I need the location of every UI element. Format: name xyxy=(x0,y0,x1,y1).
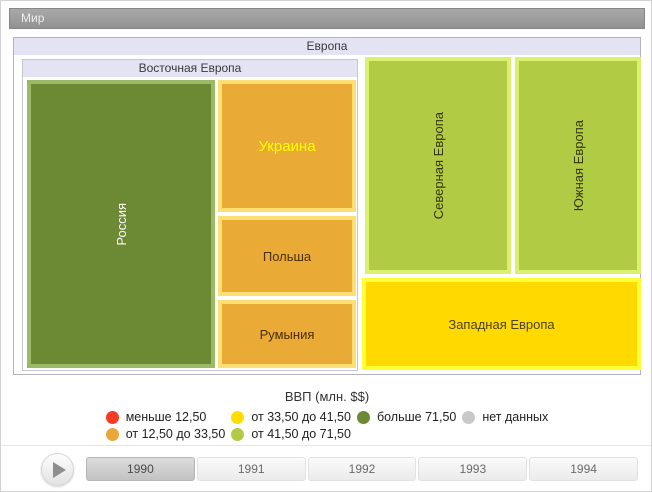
legend-title: ВВП (млн. $$) xyxy=(284,389,370,404)
legend: ВВП (млн. $$) меньше 12,50 от 33,50 до 4… xyxy=(1,384,651,441)
treemap-label-northern-europe: Северная Европа xyxy=(430,111,446,220)
legend-label: от 41,50 до 71,50 xyxy=(251,427,351,441)
legend-item: меньше 12,50 xyxy=(105,410,226,424)
legend-label: больше 71,50 xyxy=(376,410,457,424)
year-button-1992[interactable]: 1992 xyxy=(307,457,417,481)
world-breadcrumb-bar[interactable]: Мир xyxy=(9,8,645,29)
year-button-1990[interactable]: 1990 xyxy=(86,457,195,481)
treemap-block-northern-europe[interactable]: Северная Европа xyxy=(365,57,511,274)
legend-label: нет данных xyxy=(482,410,549,424)
treemap-block-northern-europe-fill: Северная Европа xyxy=(369,61,507,270)
year-button-1994[interactable]: 1994 xyxy=(529,457,638,481)
legend-label: от 12,50 до 33,50 xyxy=(125,427,226,441)
treemap-label-poland: Польша xyxy=(262,248,312,264)
legend-label: меньше 12,50 xyxy=(125,410,207,424)
europa-header[interactable]: Европа xyxy=(14,38,640,55)
treemap-block-poland[interactable]: Польша xyxy=(218,216,356,296)
treemap-block-western-europe-fill: Западная Европа xyxy=(366,282,637,366)
legend-dot-darkgreen-icon xyxy=(356,410,370,424)
legend-dot-gray-icon xyxy=(462,410,476,424)
treemap-block-western-europe[interactable]: Западная Европа xyxy=(362,278,641,370)
treemap-block-romania[interactable]: Румыния xyxy=(218,300,356,368)
legend-dot-yellow-icon xyxy=(231,410,245,424)
play-button[interactable] xyxy=(41,453,74,486)
treemap-label-romania: Румыния xyxy=(259,326,315,342)
treemap-block-ukraine[interactable]: Украина xyxy=(218,80,356,212)
legend-dot-red-icon xyxy=(105,410,119,424)
legend-dot-lightgreen-icon xyxy=(231,427,245,441)
year-button-1993[interactable]: 1993 xyxy=(418,457,528,481)
treemap-label-russia: Россия xyxy=(113,202,129,246)
legend-label: от 33,50 до 41,50 xyxy=(251,410,351,424)
legend-item: от 33,50 до 41,50 xyxy=(231,410,351,424)
play-icon xyxy=(53,461,66,478)
treemap-label-ukraine: Украина xyxy=(258,137,316,155)
year-button-1991[interactable]: 1991 xyxy=(196,457,306,481)
legend-item: от 41,50 до 71,50 xyxy=(231,427,351,441)
treemap-block-russia-fill: Россия xyxy=(31,84,211,364)
treemap-block-southern-europe[interactable]: Южная Европа xyxy=(515,57,641,274)
europa-panel: Европа Восточная Европа Россия Украина П… xyxy=(13,37,641,375)
treemap-label-western-europe: Западная Европа xyxy=(448,316,555,332)
eastern-europe-header[interactable]: Восточная Европа xyxy=(23,60,357,77)
treemap-block-poland-fill: Польша xyxy=(222,220,352,292)
year-strip: 1990 1991 1992 1993 1994 xyxy=(86,457,638,481)
treemap-block-russia[interactable]: Россия xyxy=(27,80,215,368)
legend-item: от 12,50 до 33,50 xyxy=(105,427,226,441)
legend-grid: меньше 12,50 от 33,50 до 41,50 больше 71… xyxy=(105,410,548,441)
treemap-label-southern-europe: Южная Европа xyxy=(570,119,586,212)
eastern-europe-panel: Восточная Европа Россия Украина Польша Р… xyxy=(22,59,358,371)
treemap-block-romania-fill: Румыния xyxy=(222,304,352,364)
legend-item: больше 71,50 xyxy=(356,410,457,424)
timeline: 1990 1991 1992 1993 1994 xyxy=(1,445,651,491)
legend-item: нет данных xyxy=(462,410,548,424)
treemap-block-southern-europe-fill: Южная Европа xyxy=(519,61,637,270)
legend-dot-orange-icon xyxy=(105,427,119,441)
treemap-block-ukraine-fill: Украина xyxy=(222,84,352,208)
